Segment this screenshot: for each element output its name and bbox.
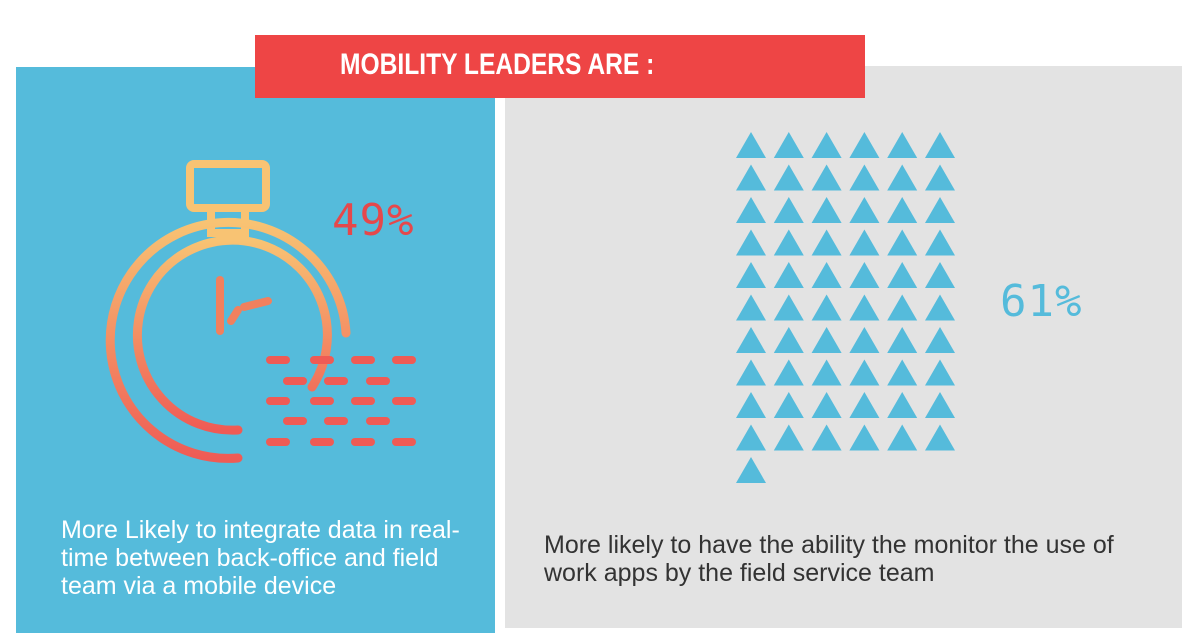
triangle-icon [736,327,766,353]
triangle-icon [887,164,918,191]
triangle-icon [773,229,804,256]
triangle-icon [925,327,955,353]
header-banner: MOBILITY LEADERS ARE : [255,35,865,98]
triangle-icon [773,294,804,321]
triangle-icon [849,327,880,353]
left-caption: More Likely to integrate data in real-ti… [61,516,460,600]
triangle-icon [736,197,766,223]
triangle-icon [736,164,766,191]
triangle-icon [925,132,955,158]
right-card [505,66,1182,628]
triangle-grid-icon [736,132,955,483]
triangle-icon [811,229,842,256]
triangle-icon [887,197,918,223]
triangle-icon [773,327,804,353]
triangle-icon [925,424,955,451]
triangle-icon [773,164,804,191]
triangle-icon [849,132,880,158]
triangle-icon [925,262,955,288]
stopwatch-icon [105,160,416,463]
triangle-icon [849,294,880,321]
triangle-icon [736,294,766,321]
triangle-icon [925,359,955,386]
triangle-icon [736,424,766,451]
triangle-icon [773,197,804,223]
triangle-icon [811,327,842,353]
right-caption: More likely to have the ability the moni… [544,531,1114,587]
triangle-icon [811,392,842,418]
triangle-icon [925,229,955,256]
triangle-icon [811,262,842,288]
triangle-icon [887,359,918,386]
triangle-icon [811,132,842,158]
triangle-icon [736,457,766,483]
triangle-icon [811,164,842,191]
triangle-icon [887,392,918,418]
right-stat: 61% [1000,276,1083,327]
triangle-icon [849,392,880,418]
triangle-icon [811,359,842,386]
triangle-icon [811,197,842,223]
left-stat: 49% [332,195,415,246]
triangle-icon [773,359,804,386]
triangle-icon [773,262,804,288]
triangle-icon [849,229,880,256]
triangle-icon [849,164,880,191]
triangle-icon [736,359,766,386]
triangle-icon [811,424,842,451]
triangle-icon [849,262,880,288]
triangle-icon [887,294,918,321]
triangle-icon [849,197,880,223]
triangle-icon [925,392,955,418]
triangle-icon [849,359,880,386]
triangle-icon [925,197,955,223]
triangle-icon [773,132,804,158]
triangle-icon [849,424,880,451]
triangle-icon [811,294,842,321]
triangle-icon [887,132,918,158]
triangle-icon [925,294,955,321]
triangle-icon [773,424,804,451]
banner-title: MOBILITY LEADERS ARE : [340,48,655,81]
triangle-icon [736,392,766,418]
triangle-icon [925,164,955,191]
triangle-icon [887,424,918,451]
triangle-icon [887,327,918,353]
triangle-icon [887,229,918,256]
triangle-icon [736,132,766,158]
triangle-icon [736,262,766,288]
triangle-icon [736,229,766,256]
triangle-icon [773,392,804,418]
triangle-icon [887,262,918,288]
